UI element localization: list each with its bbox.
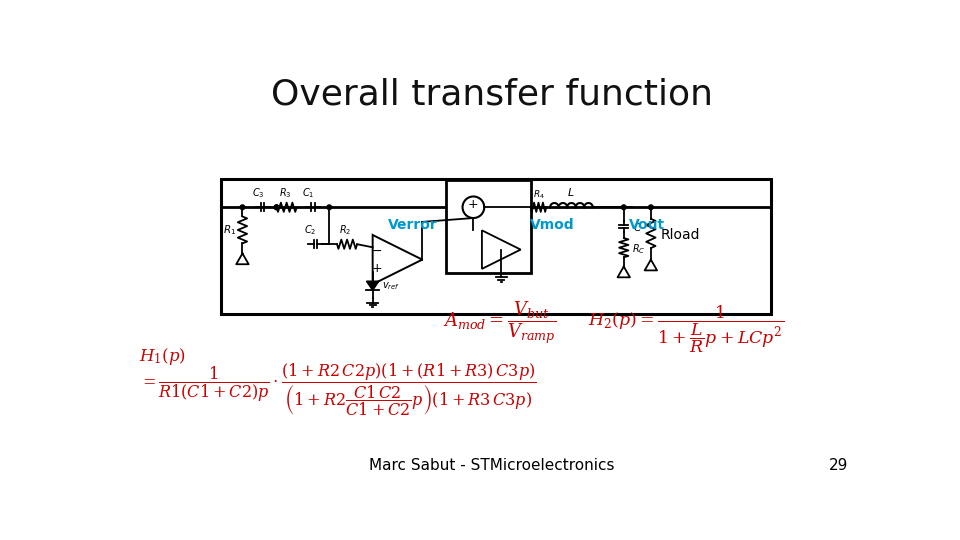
Text: Vout: Vout <box>629 218 665 232</box>
Text: $R_1$: $R_1$ <box>224 224 237 237</box>
Text: −: − <box>372 245 382 258</box>
Text: Marc Sabut - STMicroelectronics: Marc Sabut - STMicroelectronics <box>370 458 614 473</box>
Text: 29: 29 <box>829 458 849 473</box>
Text: $C_3$: $C_3$ <box>252 186 264 200</box>
Circle shape <box>649 205 653 210</box>
Text: $C_1$: $C_1$ <box>302 186 315 200</box>
Text: $C$: $C$ <box>633 221 642 233</box>
Text: $R_4$: $R_4$ <box>533 188 544 201</box>
Text: Rload: Rload <box>660 228 700 242</box>
Text: $R_2$: $R_2$ <box>340 224 351 237</box>
Text: $C_2$: $C_2$ <box>304 224 317 237</box>
Circle shape <box>275 205 278 210</box>
Bar <box>221 179 771 314</box>
Text: +: + <box>468 198 479 211</box>
Circle shape <box>240 205 245 210</box>
Text: $=\dfrac{1}{R1(C1+C2)p}\cdot\dfrac{(1+R2\,C2p)(1+(R1+R3)\,C3p)}{\left(1+R2\dfrac: $=\dfrac{1}{R1(C1+C2)p}\cdot\dfrac{(1+R2… <box>139 361 537 419</box>
Text: Overall transfer function: Overall transfer function <box>271 77 713 111</box>
Bar <box>445 180 531 273</box>
Polygon shape <box>367 281 379 291</box>
Text: $v_{ref}$: $v_{ref}$ <box>382 280 400 292</box>
Text: $H_2(p) = \dfrac{1}{1 + \dfrac{L}{R}p + LCp^2}$: $H_2(p) = \dfrac{1}{1 + \dfrac{L}{R}p + … <box>588 303 783 355</box>
Circle shape <box>327 205 331 210</box>
Text: $L$: $L$ <box>567 186 575 199</box>
Text: +: + <box>372 262 383 275</box>
Text: Vmod: Vmod <box>530 218 575 232</box>
Text: $R_C$: $R_C$ <box>632 242 645 256</box>
Circle shape <box>275 205 278 210</box>
Text: $R_3$: $R_3$ <box>278 186 291 200</box>
Text: $A_{mod} = \dfrac{V_{but}}{V_{ramp}}$: $A_{mod} = \dfrac{V_{but}}{V_{ramp}}$ <box>443 300 557 347</box>
Circle shape <box>621 205 626 210</box>
Text: $H_1(p)$: $H_1(p)$ <box>139 346 186 367</box>
Text: Verror: Verror <box>388 218 438 232</box>
